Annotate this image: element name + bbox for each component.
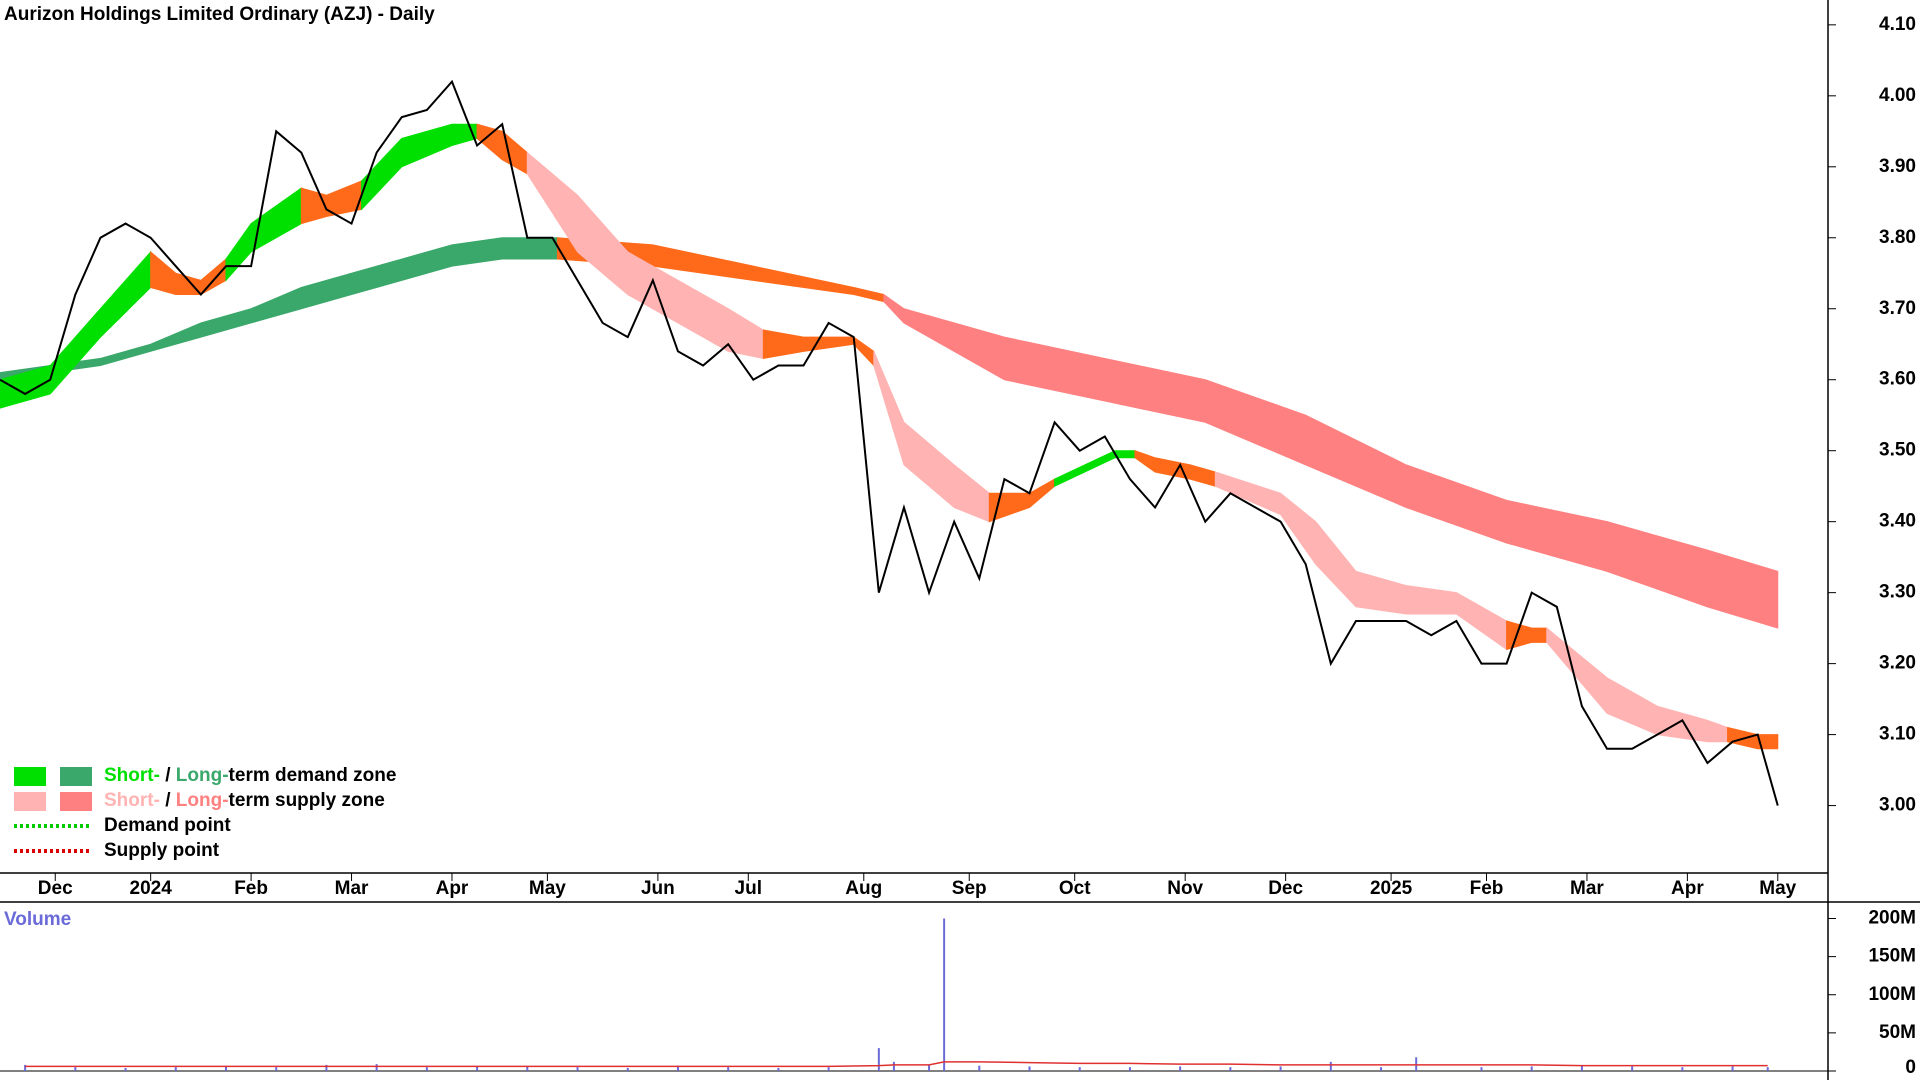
x-tick-label: Oct (1059, 878, 1091, 899)
price (0, 79, 1779, 806)
zones (0, 123, 1779, 750)
volume-tick-label: 50M (1879, 1022, 1916, 1043)
legend-label: Short- / Long-term supply zone (104, 790, 385, 811)
y-tick-label: 3.50 (1879, 440, 1916, 461)
chart-title: Aurizon Holdings Limited Ordinary (AZJ) … (4, 4, 435, 25)
volume-tick-label: 100M (1868, 984, 1916, 1005)
x-tick-label: Nov (1167, 878, 1203, 899)
x-tick-label: Feb (1470, 878, 1504, 899)
x-tick-label: May (1759, 878, 1796, 899)
x-tick-label: Mar (1570, 878, 1604, 899)
volume-tick-label: 200M (1868, 908, 1916, 929)
axes: 3.00 3.10 3.20 3.30 3.40 3.50 3.60 3.70 3.80 3.90… (38, 14, 1916, 899)
legend-text: Short- (104, 790, 160, 811)
y-tick-label: 3.10 (1879, 724, 1916, 745)
legend-swatch (60, 792, 92, 811)
x-tick-label: 2024 (130, 878, 173, 899)
legend-text: Long- (176, 790, 229, 811)
volume-tick-label: 0 (1905, 1057, 1916, 1078)
legend-text: Supply point (104, 840, 220, 861)
legend-label: Supply point (104, 840, 220, 861)
x-tick-label: Dec (1268, 878, 1303, 899)
legend-text: term supply zone (229, 790, 385, 811)
x-tick-label: Jun (641, 878, 675, 899)
legend-text: term demand zone (229, 765, 397, 786)
volume-average (25, 1061, 1768, 1068)
y-tick-label: 4.10 (1879, 14, 1916, 35)
volume-tick-label: 150M (1868, 946, 1916, 967)
volume-panel: Volume 0 50M 100M 150M 200M (4, 908, 1916, 1079)
y-tick-label: 3.40 (1879, 511, 1916, 532)
x-tick-label: Sep (952, 878, 987, 899)
price-line (0, 79, 1779, 806)
x-tick-label: May (529, 878, 566, 899)
y-tick-label: 3.80 (1879, 227, 1916, 248)
x-tick-label: Jul (735, 878, 762, 899)
y-tick-label: 4.00 (1879, 85, 1916, 106)
legend-swatch (14, 792, 46, 811)
y-tick-label: 3.00 (1879, 795, 1916, 816)
volume-label: Volume (4, 909, 71, 930)
zone (883, 293, 1779, 629)
y-tick-label: 3.30 (1879, 582, 1916, 603)
x-tick-label: Apr (436, 878, 469, 899)
x-tick-label: 2025 (1370, 878, 1413, 899)
x-tick-label: Feb (234, 878, 268, 899)
legend-text: Long- (176, 765, 229, 786)
x-tick-label: Mar (335, 878, 369, 899)
y-tick-label: 3.20 (1879, 653, 1916, 674)
legend-swatch (60, 767, 92, 786)
legend-text: / (160, 790, 176, 811)
y-tick-label: 3.90 (1879, 156, 1916, 177)
x-tick-label: Apr (1671, 878, 1704, 899)
legend-text: Demand point (104, 815, 231, 836)
legend-label: Demand point (104, 815, 231, 836)
y-tick-label: 3.70 (1879, 298, 1916, 319)
legend-text: Short- (104, 765, 160, 786)
y-tick-label: 3.60 (1879, 369, 1916, 390)
legend-swatch (14, 767, 46, 786)
x-tick-label: Dec (38, 878, 73, 899)
x-tick-label: Aug (845, 878, 882, 899)
legend-label: Short- / Long-term demand zone (104, 765, 396, 786)
legend-text: / (160, 765, 176, 786)
